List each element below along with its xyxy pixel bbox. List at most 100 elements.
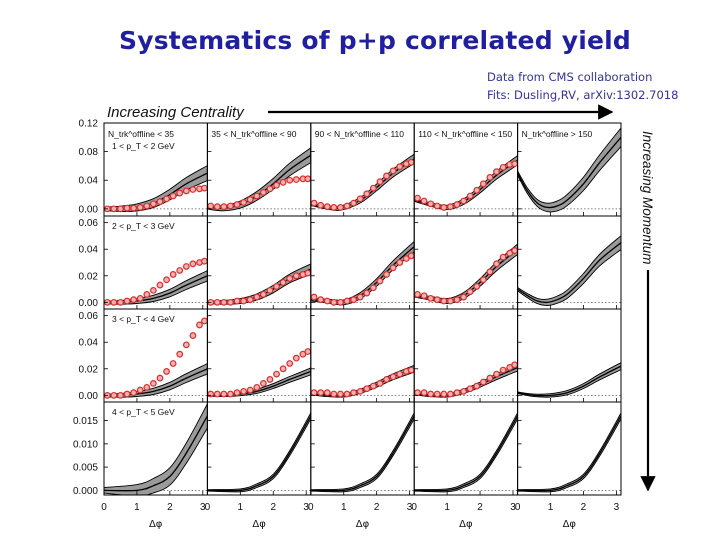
pt-bin-label: 3 < p_T < 4 GeV	[112, 314, 175, 324]
data-point	[213, 203, 221, 211]
fits-credit: Fits: Dusling,RV, arXiv:1302.7018	[487, 88, 679, 102]
data-point	[201, 257, 208, 265]
centrality-bin-label: 35 < N_trk^offline < 90	[211, 129, 296, 139]
data-point	[253, 192, 261, 200]
panel-r3-c5	[517, 308, 622, 403]
data-point	[499, 163, 507, 171]
data-point	[292, 176, 300, 183]
data-point	[337, 390, 344, 398]
data-point	[310, 389, 318, 397]
x-tick-label: 1	[444, 502, 450, 513]
data-point	[337, 298, 344, 306]
panel-content	[207, 147, 311, 212]
data-point	[189, 186, 197, 193]
fit-curve	[207, 415, 311, 492]
data-point	[169, 360, 177, 367]
panel-frame	[517, 401, 622, 496]
panel-r2-c2	[206, 215, 312, 310]
data-point	[227, 298, 234, 306]
data-point	[350, 389, 358, 397]
data-point	[286, 360, 294, 367]
x-axis-label: Δφ	[563, 519, 577, 530]
panel-content	[414, 155, 518, 211]
data-point	[176, 189, 184, 197]
x-tick-label: 1	[238, 502, 244, 513]
data-point	[433, 390, 441, 398]
x-tick-label: 1	[134, 502, 140, 513]
fit-band	[207, 411, 311, 493]
data-point	[246, 296, 254, 304]
data-point	[460, 293, 467, 301]
centrality-bin-label: 90 < N_trk^offline < 110	[315, 129, 404, 139]
panel-r2-c3	[310, 215, 415, 310]
fit-band	[310, 411, 415, 493]
data-point	[220, 203, 228, 211]
data-point	[356, 195, 364, 203]
panel-content	[207, 411, 311, 493]
data-point	[511, 160, 518, 168]
data-point	[330, 204, 338, 211]
data-point	[486, 268, 494, 276]
x-tick-label: 3	[200, 502, 206, 513]
centrality-bin-label: N_trk^offline < 35	[108, 129, 174, 139]
fit-curve	[104, 415, 208, 492]
data-point	[286, 275, 294, 282]
data-point	[323, 203, 331, 211]
x-tick-label: 3	[407, 502, 413, 513]
y-tick-label: 0.015	[73, 416, 98, 427]
x-axis-label: Δφ	[252, 519, 266, 530]
panel-r2-c5	[517, 215, 622, 310]
data-point	[182, 263, 190, 270]
x-tick-label: 3	[303, 502, 309, 513]
fit-curve	[517, 415, 621, 492]
data-point	[240, 387, 248, 395]
data-point	[343, 202, 351, 210]
data-point	[363, 385, 371, 393]
fit-band	[104, 403, 208, 495]
data-point	[396, 370, 404, 378]
data-point	[176, 267, 184, 274]
data-point	[376, 380, 384, 387]
data-point	[420, 292, 428, 300]
pt-bin-label: 1 < p_T < 2 GeV	[112, 141, 175, 151]
centrality-bin-label: N_trk^offline > 150	[522, 129, 593, 139]
direction-arrows: Increasing Centrality Increasing Momentum	[107, 104, 656, 492]
data-point	[414, 290, 421, 298]
data-point	[169, 192, 177, 200]
data-point	[414, 389, 421, 397]
x-tick-label: 3	[614, 502, 620, 513]
fit-band	[414, 411, 518, 493]
data-point	[473, 382, 481, 390]
data-point	[407, 158, 415, 166]
data-point	[182, 187, 190, 195]
panel-content	[310, 153, 415, 211]
panel-r1-c3: 90 < N_trk^offline < 110	[310, 122, 415, 217]
data-point	[149, 380, 157, 387]
data-point	[169, 271, 177, 278]
data-point	[343, 297, 351, 305]
data-point	[383, 271, 390, 278]
data-point	[110, 298, 118, 306]
y-tick-label: 0.02	[79, 364, 99, 375]
data-point	[330, 390, 338, 398]
data-point	[369, 184, 377, 192]
data-point	[440, 204, 448, 211]
data-point	[304, 269, 311, 277]
fit-band	[517, 362, 621, 398]
data-point	[363, 190, 371, 198]
panel-r3-c1: 3 < p_T < 4 GeV	[103, 308, 208, 403]
fit-band	[310, 240, 415, 306]
y-tick-label: 0.010	[73, 439, 98, 450]
x-tick-label: 2	[374, 502, 380, 513]
panel-r2-c1: 2 < p_T < 3 GeV	[103, 215, 208, 310]
data-point	[304, 175, 311, 183]
data-point	[460, 197, 467, 205]
data-point	[259, 188, 267, 196]
y-tick-label: 0.005	[73, 463, 98, 474]
data-point	[343, 390, 351, 398]
top-arrow-label: Increasing Centrality	[107, 104, 245, 121]
data-point	[453, 296, 461, 304]
data-point	[440, 390, 448, 398]
panel-content	[207, 263, 311, 306]
